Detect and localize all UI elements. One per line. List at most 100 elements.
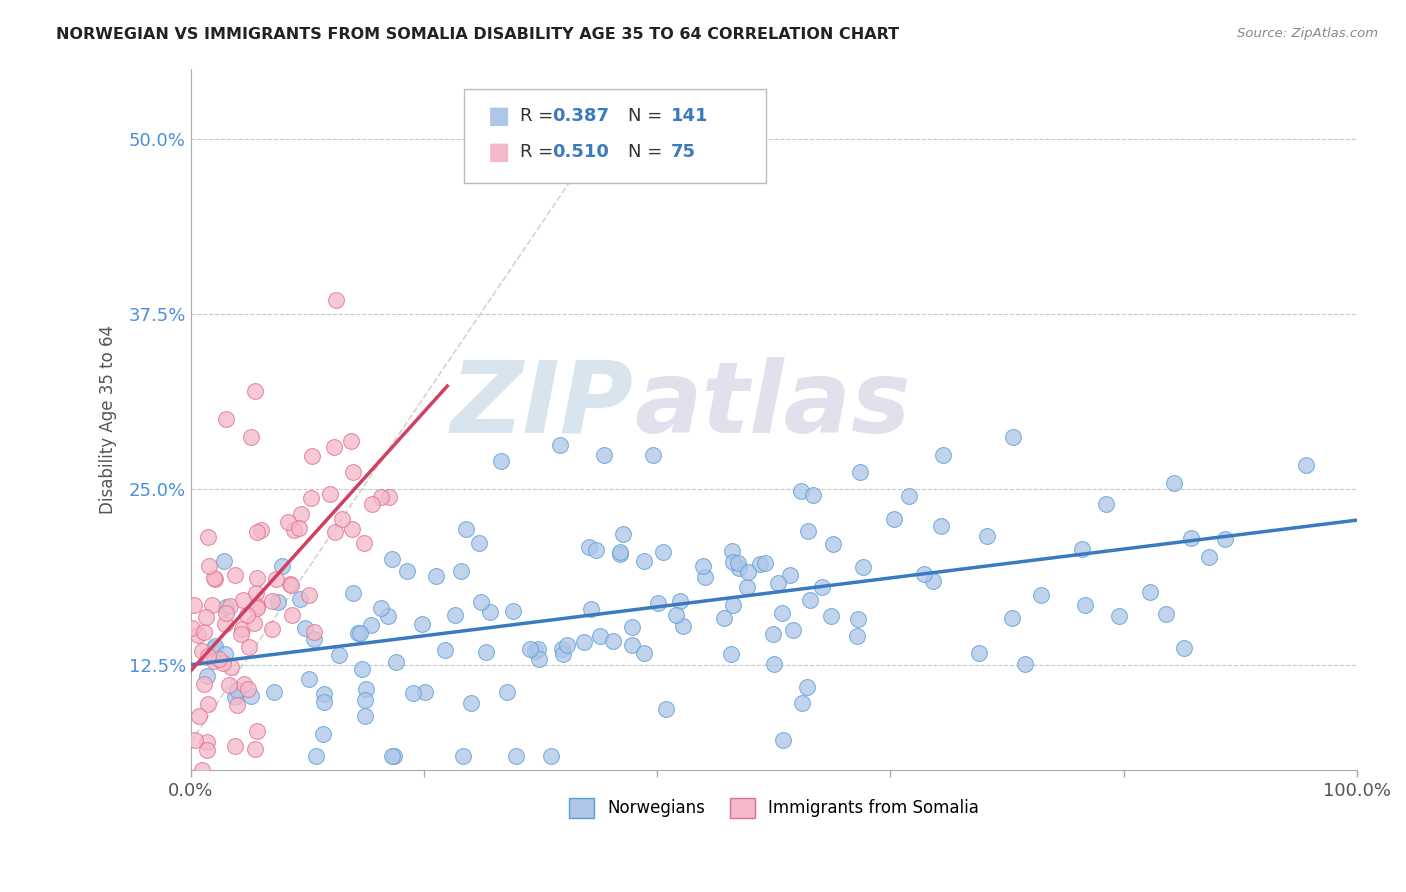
Norwegians [524,644,547,658]
Norwegians [382,748,405,763]
Norwegians [267,595,290,609]
Immigrants from Somalia [221,660,243,674]
Immigrants from Somalia [319,487,342,501]
Norwegians [766,576,789,591]
Immigrants from Somalia [202,571,225,585]
Norwegians [377,609,399,624]
Norwegians [1014,657,1036,672]
Norwegians [540,748,562,763]
Norwegians [290,591,312,606]
Norwegians [385,655,408,669]
Text: 141: 141 [671,107,709,125]
Norwegians [478,605,501,619]
Norwegians [215,599,238,614]
Immigrants from Somalia [183,599,205,613]
Norwegians [225,683,247,698]
Norwegians [1139,584,1161,599]
Norwegians [555,638,578,652]
Text: 75: 75 [671,143,696,161]
Norwegians [735,580,758,594]
Text: ZIP: ZIP [451,357,634,454]
Immigrants from Somalia [278,576,301,591]
Text: 0.510: 0.510 [553,143,609,161]
Norwegians [801,488,824,502]
Immigrants from Somalia [211,656,233,670]
Immigrants from Somalia [236,608,259,623]
Immigrants from Somalia [238,640,260,654]
Immigrants from Somalia [340,434,363,448]
Immigrants from Somalia [232,592,254,607]
Norwegians [578,540,600,554]
Norwegians [655,702,678,716]
Norwegians [772,733,794,747]
Norwegians [1001,611,1024,625]
Norwegians [381,748,404,763]
Norwegians [647,596,669,610]
Immigrants from Somalia [231,627,253,641]
Norwegians [202,641,225,656]
Norwegians [823,537,845,551]
Immigrants from Somalia [188,709,211,723]
Immigrants from Somalia [232,677,254,691]
Immigrants from Somalia [245,586,267,600]
Immigrants from Somalia [181,621,204,635]
Norwegians [883,512,905,526]
Norwegians [314,695,336,709]
Norwegians [214,648,236,662]
Immigrants from Somalia [187,628,209,642]
Immigrants from Somalia [184,733,207,747]
Norwegians [195,668,218,682]
Norwegians [672,618,695,632]
Norwegians [762,657,785,671]
Norwegians [1074,599,1097,613]
Norwegians [720,647,742,661]
Immigrants from Somalia [231,622,253,636]
Norwegians [349,625,371,640]
Immigrants from Somalia [250,523,273,537]
Norwegians [402,686,425,700]
Immigrants from Somalia [204,572,226,586]
Immigrants from Somalia [246,724,269,739]
Immigrants from Somalia [260,622,283,636]
Norwegians [450,565,472,579]
Norwegians [456,522,478,536]
Immigrants from Somalia [260,594,283,608]
Text: 0.387: 0.387 [553,107,610,125]
Norwegians [602,634,624,648]
Norwegians [1213,533,1236,547]
Norwegians [967,646,990,660]
Norwegians [620,638,643,652]
Norwegians [609,547,631,561]
Norwegians [643,449,665,463]
Norwegians [224,690,246,704]
Norwegians [1173,641,1195,656]
Norwegians [312,726,335,740]
Norwegians [782,623,804,637]
Norwegians [897,489,920,503]
Norwegians [612,527,634,541]
Immigrants from Somalia [243,615,266,630]
Norwegians [312,688,335,702]
Norwegians [652,544,675,558]
Norwegians [572,634,595,648]
Immigrants from Somalia [197,648,219,663]
Norwegians [790,696,813,710]
Norwegians [328,648,350,662]
Norwegians [550,437,572,451]
Norwegians [585,542,607,557]
Norwegians [298,673,321,687]
Norwegians [474,645,496,659]
Norwegians [360,618,382,632]
Norwegians [811,580,834,594]
Norwegians [727,556,749,570]
Immigrants from Somalia [246,571,269,585]
Immigrants from Somalia [239,430,262,444]
Immigrants from Somalia [208,651,231,665]
Immigrants from Somalia [288,521,311,535]
Norwegians [589,629,612,643]
Immigrants from Somalia [197,530,219,544]
Immigrants from Somalia [353,536,375,550]
Norwegians [1108,609,1130,624]
Y-axis label: Disability Age 35 to 64: Disability Age 35 to 64 [100,325,117,514]
Norwegians [1163,475,1185,490]
